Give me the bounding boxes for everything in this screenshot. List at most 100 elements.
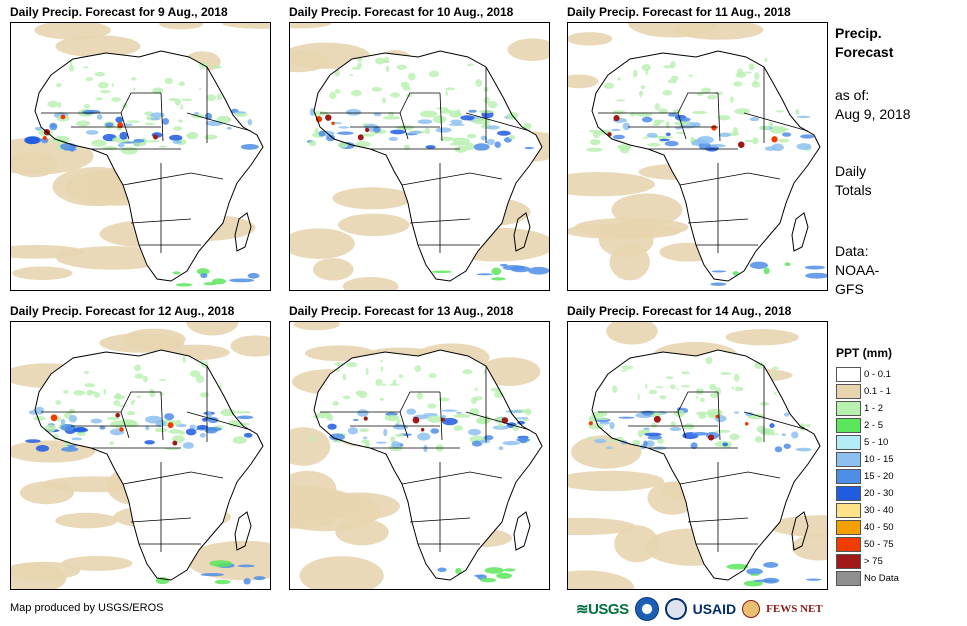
country-border	[186, 112, 252, 132]
country-border	[399, 112, 409, 140]
rain-cell	[423, 444, 428, 453]
rain-cell	[654, 103, 661, 111]
heavy-rain-cell	[60, 114, 66, 120]
rain-cell	[357, 409, 369, 417]
legend-label: 20 - 30	[864, 488, 894, 499]
rain-cell	[691, 122, 701, 128]
rain-cell	[664, 140, 679, 147]
rain-cell	[346, 361, 358, 368]
rain-cell	[327, 423, 337, 430]
heavy-rain-cell	[119, 427, 124, 432]
storm-cell	[437, 567, 447, 573]
rain-cell	[86, 389, 94, 396]
rain-cell	[775, 127, 790, 131]
rain-cell	[334, 89, 341, 94]
country-border	[677, 411, 687, 439]
rain-cell	[150, 112, 165, 118]
asof-date: Aug 9, 2018	[835, 106, 911, 122]
map-credit: Map produced by USGS/EROS	[10, 602, 164, 614]
country-border	[465, 112, 531, 132]
rain-cell	[329, 433, 346, 441]
rain-cell	[352, 418, 359, 422]
rain-cell	[361, 439, 370, 444]
rain-cell	[777, 138, 790, 143]
rain-cell	[733, 81, 743, 87]
rain-cell	[791, 431, 799, 439]
rain-cell	[617, 77, 621, 81]
panel-title-1: Daily Precip. Forecast for 9 Aug., 2018	[10, 5, 228, 19]
rain-cell	[389, 383, 400, 386]
rain-cell	[82, 66, 89, 69]
rain-cell	[753, 72, 760, 80]
rain-cell	[441, 417, 458, 426]
rain-cell	[632, 439, 641, 446]
storm-cell	[237, 564, 255, 568]
rain-cell	[384, 414, 400, 422]
heavy-rain-cell	[50, 414, 58, 422]
rain-cell	[708, 144, 726, 148]
dry-patch	[11, 561, 81, 580]
rain-cell	[355, 141, 371, 148]
rain-cell	[40, 137, 49, 144]
heavy-rain-cell	[115, 412, 120, 418]
storm-cell	[499, 263, 508, 267]
heavy-rain-cell	[708, 434, 715, 441]
legend-label: 5 - 10	[864, 437, 889, 448]
heavy-rain-cell	[412, 416, 420, 424]
rain-cell	[468, 109, 477, 113]
rain-cell	[646, 132, 658, 138]
rain-cell	[185, 428, 197, 436]
rain-cell	[428, 373, 437, 379]
rain-cell	[202, 417, 208, 422]
rain-cell	[71, 437, 83, 441]
country-border	[439, 391, 443, 441]
rain-cell	[673, 121, 691, 126]
rain-cell	[467, 133, 477, 139]
rain-cell	[683, 423, 695, 430]
rain-cell	[804, 424, 812, 427]
rain-cell	[63, 390, 69, 394]
rain-cell	[681, 371, 690, 375]
country-border	[743, 411, 809, 431]
legend-row: 2 - 5	[836, 418, 926, 435]
rain-cell	[754, 361, 765, 369]
rain-cell	[509, 135, 516, 140]
data-source-2: NOAA-	[835, 262, 880, 278]
rain-cell	[91, 139, 107, 147]
storm-cell	[431, 270, 452, 274]
rain-cell	[448, 123, 465, 126]
rain-cell	[99, 425, 106, 430]
rain-cell	[464, 142, 474, 151]
rain-cell	[102, 145, 118, 151]
rain-cell	[143, 140, 161, 143]
data-source-3: GFS	[835, 281, 864, 297]
storm-cell	[480, 577, 497, 583]
rain-cell	[134, 373, 144, 380]
rain-cell	[795, 109, 800, 115]
rain-cell	[103, 388, 107, 396]
rain-cell	[400, 81, 410, 88]
heavy-rain-cell	[653, 415, 661, 423]
rain-cell	[641, 63, 652, 71]
rain-cell	[133, 87, 136, 91]
rain-cell	[665, 376, 674, 379]
rain-cell	[47, 100, 59, 108]
totals-line-2: Totals	[835, 182, 872, 198]
rain-cell	[76, 431, 87, 437]
rain-cell	[632, 69, 638, 78]
rain-cell	[691, 110, 707, 115]
legend-swatch	[836, 452, 861, 467]
rain-cell	[796, 143, 812, 150]
usgs-logo: ≋USGS	[576, 601, 629, 618]
rain-cell	[388, 136, 398, 142]
rain-cell	[471, 397, 477, 405]
rain-cell	[714, 387, 722, 396]
rain-cell	[90, 418, 103, 424]
africa-outline	[591, 50, 821, 282]
storm-cell	[805, 272, 827, 279]
rain-cell	[206, 411, 212, 420]
dry-patch	[222, 23, 270, 29]
rain-cell	[178, 81, 186, 87]
dry-patch	[342, 276, 399, 290]
rain-cell	[204, 134, 218, 140]
